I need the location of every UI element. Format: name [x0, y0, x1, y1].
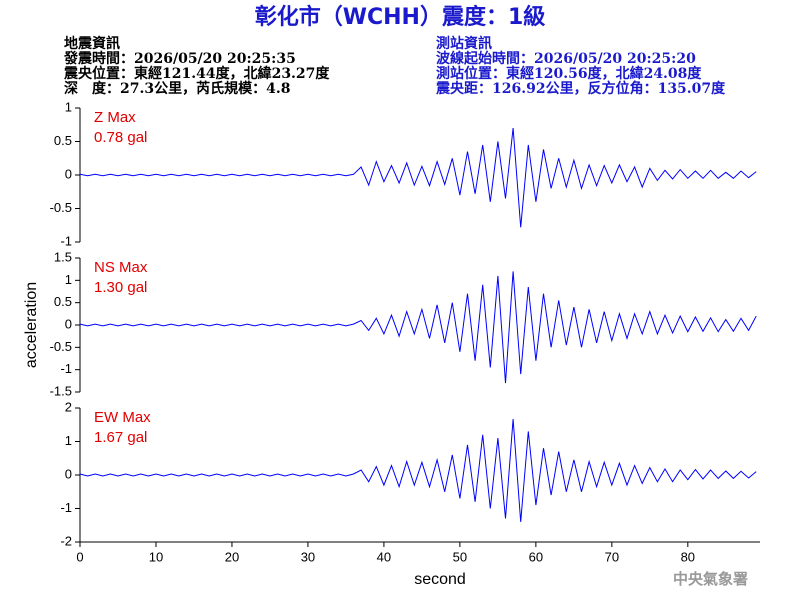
footer: 中央氣象署	[673, 570, 748, 588]
y-tick-label: -1	[60, 233, 72, 248]
info-line: 震央位置：東經121.44度，北緯23.27度	[63, 65, 330, 82]
x-tick-label: 20	[225, 549, 239, 564]
x-tick-label: 0	[76, 549, 83, 564]
waveform	[79, 128, 757, 228]
y-tick-label: -1	[60, 361, 72, 376]
y-tick-label: 0.5	[54, 294, 72, 309]
y-tick-label: 0	[65, 466, 72, 481]
max-label: 1.67 gal	[94, 429, 147, 446]
x-tick-label: 60	[529, 549, 543, 564]
y-tick-label: -0.5	[50, 339, 72, 354]
x-tick-label: 80	[681, 549, 695, 564]
y-tick-label: -1.5	[50, 383, 72, 398]
y-tick-label: 0	[65, 316, 72, 331]
y-tick-label: 0.5	[54, 133, 72, 148]
y-tick-label: 1.5	[54, 249, 72, 264]
x-tick-label: 30	[301, 549, 315, 564]
max-label: Z Max	[94, 109, 136, 126]
y-tick-label: 1	[65, 272, 72, 287]
info-line: 發震時間：2026/05/20 20:25:35	[63, 50, 296, 67]
station-line: 測站資訊	[436, 35, 492, 52]
max-label: 1.30 gal	[94, 279, 147, 296]
y-tick-label: 1	[65, 99, 72, 114]
station-line: 測站位置：東經120.56度，北緯24.08度	[436, 65, 702, 82]
y-tick-label: -1	[60, 500, 72, 515]
y-tick-label: 2	[65, 399, 72, 414]
info-line: 地震資訊	[64, 35, 120, 52]
info-line: 深 度：27.3公里，芮氏規模：4.8	[64, 80, 290, 97]
waveform	[79, 419, 757, 522]
station-line: 波線起始時間：2026/05/20 20:25:20	[436, 50, 696, 67]
y-tick-label: -2	[60, 533, 72, 548]
x-tick-label: 70	[605, 549, 619, 564]
x-axis-label: second	[414, 571, 466, 588]
x-tick-label: 10	[149, 549, 163, 564]
title: 彰化市（WCHH）震度：1級	[255, 4, 546, 30]
station-line: 震央距：126.92公里，反方位角：135.07度	[435, 80, 726, 97]
x-tick-label: 40	[377, 549, 391, 564]
y-tick-label: 0	[65, 166, 72, 181]
max-label: 0.78 gal	[94, 129, 147, 146]
max-label: NS Max	[94, 259, 148, 276]
y-axis-label: acceleration	[23, 282, 40, 368]
x-tick-label: 50	[453, 549, 467, 564]
y-tick-label: -0.5	[50, 200, 72, 215]
y-tick-label: 1	[65, 433, 72, 448]
max-label: EW Max	[94, 409, 151, 426]
waveform	[79, 271, 757, 384]
